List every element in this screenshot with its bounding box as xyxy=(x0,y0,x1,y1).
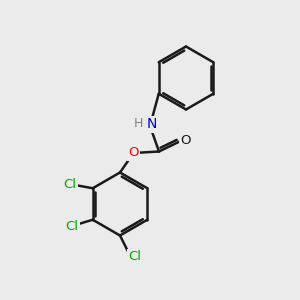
Text: O: O xyxy=(181,134,191,148)
Text: Cl: Cl xyxy=(128,250,141,263)
Text: Cl: Cl xyxy=(64,178,77,191)
Text: O: O xyxy=(128,146,139,160)
Text: H: H xyxy=(134,117,143,130)
Text: N: N xyxy=(146,118,157,131)
Text: Cl: Cl xyxy=(65,220,78,233)
